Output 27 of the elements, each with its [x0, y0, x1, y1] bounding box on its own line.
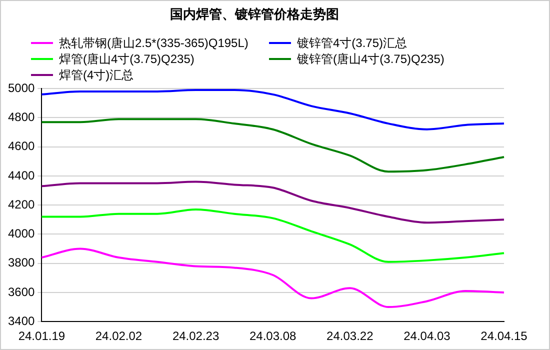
legend-label: 镀锌管(唐山4寸(3.75)Q235): [297, 50, 444, 68]
y-tick-label: 4600: [8, 139, 36, 154]
legend-label: 热轧带钢(唐山2.5*(335-365)Q195L): [59, 34, 248, 52]
legend-label: 焊管(4寸)汇总: [59, 66, 134, 84]
x-tick-label: 24.01.19: [18, 329, 66, 344]
y-tick-label: 4800: [8, 110, 36, 124]
line-series: [40, 180, 505, 224]
line-series: [40, 248, 505, 308]
legend-label: 焊管(唐山4寸(3.75)Q235): [59, 50, 194, 68]
chart-title: 国内焊管、镀锌管价格走势图: [170, 6, 339, 22]
x-tick-label: 24.03.22: [326, 329, 374, 344]
x-tick-label: 24.02.02: [95, 329, 142, 344]
line-series: [40, 89, 505, 130]
x-tick-label: 24.02.23: [172, 329, 220, 344]
y-tick-label: 3400: [8, 314, 36, 328]
y-tick-label: 3800: [8, 256, 36, 270]
x-tick-label: 24.04.03: [404, 329, 451, 344]
x-tick-label: 24.04.15: [480, 329, 528, 344]
y-tick-label: 5000: [8, 80, 36, 95]
y-tick-label: 4400: [8, 168, 36, 182]
line-series: [40, 118, 505, 173]
line-series: [40, 208, 505, 263]
x-tick-label: 24.03.08: [249, 329, 297, 344]
legend-label: 镀锌管4寸(3.75)汇总: [297, 34, 408, 52]
y-tick-label: 4200: [8, 197, 36, 212]
y-tick-label: 3600: [8, 284, 36, 299]
y-tick-label: 4000: [8, 226, 36, 241]
